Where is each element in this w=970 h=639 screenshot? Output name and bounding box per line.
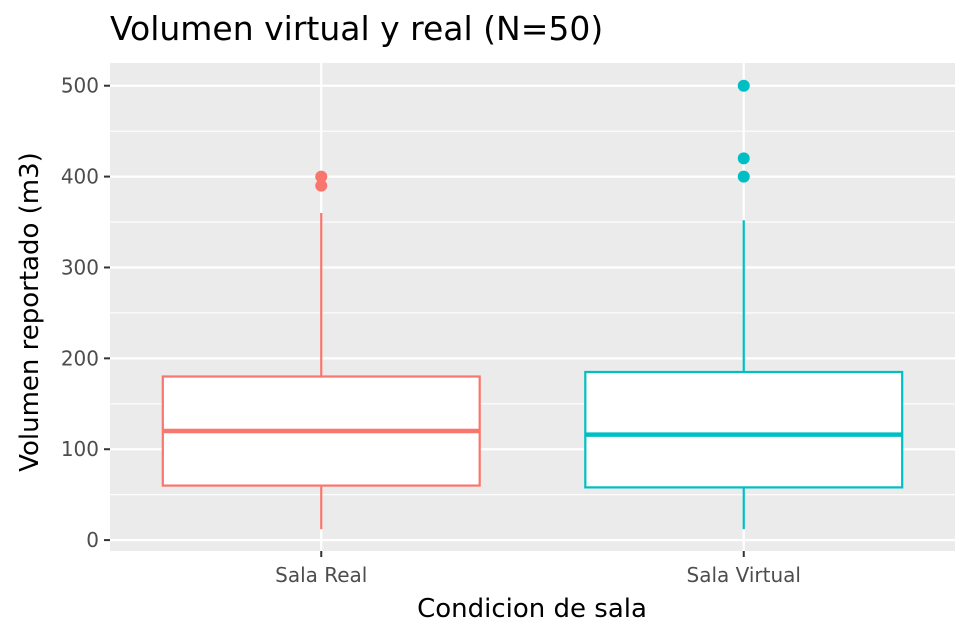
y-axis-title: Volumen reportado (m3) [15,152,45,472]
chart-title: Volumen virtual y real (N=50) [110,9,603,48]
outlier-point [315,179,328,192]
outlier-point [315,170,328,183]
outlier-point [737,170,750,183]
y-tick-label: 0 [86,528,99,552]
x-axis: Sala Real Sala Virtual [275,551,801,587]
box-sala-virtual [584,79,904,530]
y-tick-label: 200 [61,346,99,370]
boxes [161,79,904,530]
box-iqr [584,370,904,489]
x-tick-label: Sala Virtual [687,563,801,587]
outlier-point [737,79,750,92]
outlier-point [737,152,750,165]
y-tick-label: 100 [61,437,99,461]
y-axis: 0 100 200 300 400 500 [61,74,110,552]
y-tick-label: 400 [61,165,99,189]
y-tick-label: 300 [61,255,99,279]
y-tick-label: 500 [61,74,99,98]
x-tick-label: Sala Real [275,563,367,587]
box-sala-real [161,170,481,530]
x-axis-title: Condicion de sala [417,594,647,624]
